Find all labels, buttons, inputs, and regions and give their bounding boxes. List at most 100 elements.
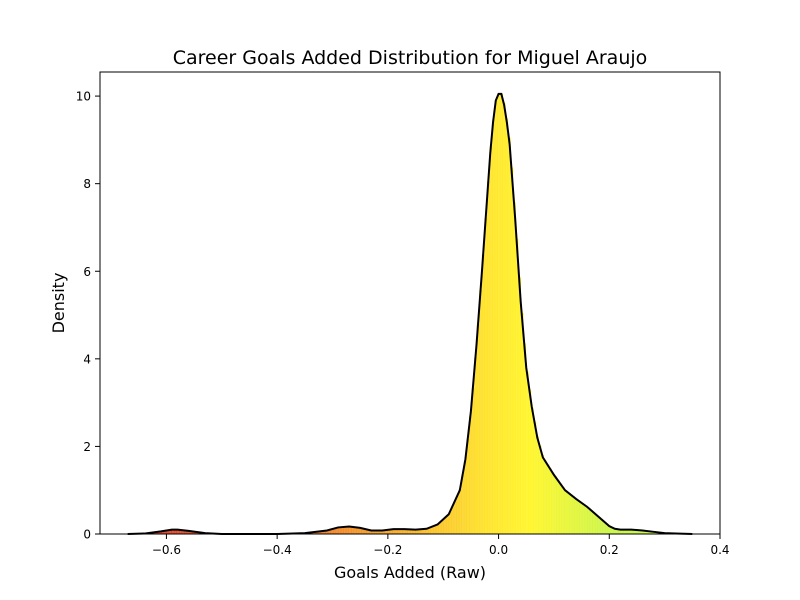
density-fill-strip (343, 526, 347, 534)
density-fill-strip (461, 474, 465, 534)
density-fill-strip (340, 527, 344, 534)
y-axis-ticks: 0 2 4 6 8 10 (76, 90, 100, 542)
density-fill-strip (425, 528, 429, 534)
density-fill-strip (620, 529, 624, 534)
density-fill-strip (179, 529, 183, 534)
density-fill-strip (597, 516, 601, 534)
density-fill-strip (320, 531, 324, 534)
density-fill-strip (479, 289, 483, 534)
density-fill-strip (561, 487, 565, 534)
x-tick-label: −0.4 (263, 543, 292, 557)
y-tick-label: 10 (76, 90, 91, 104)
density-fill-strip (579, 502, 583, 534)
density-fill-strip (617, 529, 622, 534)
density-fill-strip (338, 527, 342, 534)
x-tick-label: −0.6 (152, 543, 181, 557)
density-fill-strip (371, 530, 375, 534)
density-fill-strip (599, 519, 604, 534)
density-fill-strip (379, 530, 383, 534)
density-fill-strip (433, 525, 437, 534)
density-fill-strip (638, 530, 642, 534)
density-fill-strip (420, 529, 424, 534)
density-fill-strip (397, 529, 401, 534)
density-fill-strip (392, 529, 396, 534)
density-fill-strip (646, 531, 650, 534)
y-tick-label: 6 (83, 265, 91, 279)
density-fill-strip (448, 512, 452, 534)
density-fill-strip (558, 483, 563, 534)
chart-title: Career Goals Added Distribution for Migu… (173, 47, 648, 69)
density-fill-strip (361, 528, 365, 534)
density-fill-strip (181, 530, 185, 534)
density-fill-strip (533, 421, 537, 534)
x-tick-label: 0.2 (600, 543, 619, 557)
density-fill-strip (497, 93, 501, 535)
density-fill-strip (394, 529, 398, 534)
density-fill-strip (502, 103, 506, 535)
density-fill-strip (648, 531, 652, 534)
density-fill-strip (612, 528, 616, 534)
density-fill-strip (161, 531, 165, 534)
density-fill-strip (422, 528, 426, 534)
density-fill-strip (458, 488, 462, 534)
y-tick-label: 8 (83, 177, 91, 191)
density-fill-strip (469, 416, 473, 534)
density-fill-strip (368, 530, 373, 534)
density-fill-strip (520, 312, 524, 534)
density-fill-strip (623, 529, 627, 534)
density-fill-strip (315, 531, 319, 534)
density-fill-strip (427, 527, 432, 534)
density-fill-strip (635, 530, 640, 534)
density-fill-strip (350, 526, 355, 534)
density-fill-strip (615, 529, 619, 534)
density-fill-strip (402, 529, 406, 534)
density-fill-strip (327, 529, 332, 534)
density-fill-strip (417, 529, 421, 534)
density-fill-strip (158, 531, 162, 534)
density-fill-strip (643, 530, 647, 534)
density-fill-strip (504, 118, 509, 534)
density-fill-strip (415, 529, 419, 534)
y-tick-label: 4 (83, 352, 91, 366)
density-fill-strip (517, 277, 521, 534)
density-fill-strip (633, 529, 637, 534)
density-fill-strip (515, 238, 519, 534)
density-fill-strip (510, 167, 514, 534)
density-fill-strip (584, 505, 588, 534)
density-fill-strip (471, 387, 475, 534)
density-fill-strip (494, 100, 498, 535)
density-fill-strip (410, 529, 414, 534)
density-fill (127, 93, 693, 535)
density-fill-strip (440, 520, 444, 534)
density-fill-strip (445, 515, 450, 534)
density-fill-strip (189, 531, 193, 534)
density-fill-strip (651, 531, 655, 534)
x-tick-label: −0.2 (373, 543, 402, 557)
density-fill-strip (438, 522, 442, 534)
density-fill-strip (348, 526, 352, 534)
density-fill-strip (345, 526, 350, 534)
density-fill-strip (435, 524, 439, 534)
density-fill-strip (576, 500, 580, 534)
density-fill-strip (453, 500, 457, 534)
density-fill-strip (602, 521, 606, 534)
density-fill-strip (356, 527, 360, 534)
density-fill-strip (155, 531, 160, 534)
density-fill-strip (540, 454, 545, 534)
density-fill-strip (630, 529, 634, 534)
density-fill-strip (640, 530, 645, 534)
density-fill-strip (358, 527, 362, 534)
density-fill-strip (528, 389, 532, 534)
density-fill-strip (481, 254, 486, 534)
density-fill-strip (384, 530, 388, 534)
density-fill-strip (173, 529, 178, 534)
density-fill-strip (407, 529, 411, 534)
y-tick-label: 2 (83, 440, 91, 454)
density-fill-strip (551, 472, 555, 534)
x-tick-label: 0.4 (710, 543, 729, 557)
density-fill-strip (499, 93, 503, 535)
density-fill-strip (463, 460, 468, 534)
density-fill-strip (404, 529, 409, 534)
density-fill-strip (381, 530, 385, 534)
